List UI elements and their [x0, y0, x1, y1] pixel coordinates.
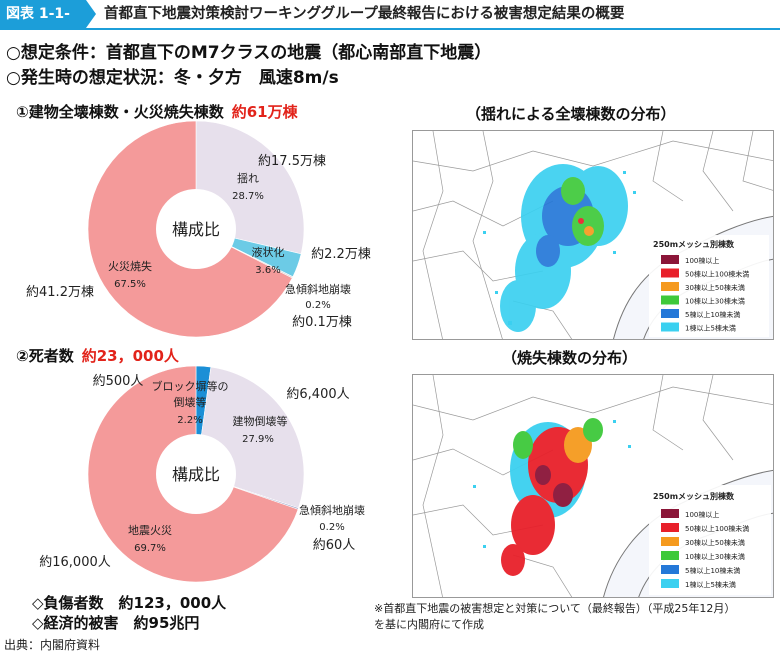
section1-title: ①建物全壊棟数・火災焼失棟数 約61万棟 — [16, 101, 298, 122]
section2-total: 約23，000人 — [81, 347, 179, 365]
map2-title: （焼失棟数の分布） — [502, 349, 638, 367]
legend-label: 50棟以上100棟未満 — [685, 270, 749, 279]
section2-title: ②死者数 約23，000人 — [16, 345, 179, 366]
slice-value: 約41.2万棟 — [26, 285, 94, 300]
section1-label: ①建物全壊棟数・火災焼失棟数 — [16, 103, 224, 121]
legend-label: 1棟以上5棟未満 — [685, 324, 736, 333]
slice-name: 火災焼失 — [108, 260, 152, 273]
legend-swatch — [661, 295, 679, 305]
map1-title: （揺れによる全壊棟数の分布） — [466, 105, 676, 123]
legend-swatch — [661, 309, 679, 318]
slice-value: 約0.1万棟 — [292, 315, 352, 330]
legend-label: 1棟以上5棟未満 — [685, 580, 736, 589]
slice-name: 液状化 — [252, 245, 285, 259]
legend-swatch — [661, 322, 679, 332]
economic-damage: ◇経済的被害 約95兆円 — [32, 614, 200, 632]
center-label: 構成比 — [172, 220, 220, 239]
injured-count: ◇負傷者数 約123，000人 — [32, 594, 227, 612]
slice-name: 地震火災 — [128, 524, 172, 537]
legend-swatch — [661, 537, 679, 546]
note-line-2: を基に内閣府にて作成 — [374, 618, 484, 631]
figure-number: 図表 1-1-55 — [0, 0, 96, 50]
condition-situation: ○発生時の想定状況：冬・夕方 風速8m/s — [6, 68, 339, 88]
legend-swatch — [661, 523, 679, 532]
map1-legend-title: 250mメッシュ別棟数 — [653, 239, 735, 249]
slice-percent: 27.9% — [242, 434, 274, 445]
donut-hole — [156, 189, 236, 269]
legend-label: 100棟以上 — [685, 510, 719, 519]
legend-label: 30棟以上50棟未満 — [685, 283, 745, 292]
slice-percent: 67.5% — [114, 279, 146, 290]
slice-name: 倒壊等 — [174, 395, 207, 409]
figure-title: 首都直下地震対策検討ワーキンググループ最終報告における被害想定結果の概要 — [104, 6, 625, 22]
slice-percent: 2.2% — [177, 415, 202, 426]
shaking-distribution-map: 250mメッシュ別棟数 100棟以上 50棟以上100棟未満 30棟以上50棟未満 1… — [412, 130, 774, 340]
fire-distribution-map: 250mメッシュ別棟数 100棟以上 50棟以上100棟未満 30棟以上50棟未満 1… — [412, 374, 774, 598]
legend-label: 50棟以上100棟未満 — [685, 524, 749, 533]
section2-label: ②死者数 — [16, 347, 74, 365]
slice-name: ブロック塀等の — [152, 379, 229, 393]
note-line-1: ※首都直下地震の被害想定と対策について（最終報告）（平成25年12月） — [374, 602, 736, 615]
slice-value: 約500人 — [93, 374, 144, 389]
slice-value: 約60人 — [313, 538, 356, 553]
legend-swatch — [661, 282, 679, 291]
legend-swatch — [661, 579, 679, 588]
slice-value: 約2.2万棟 — [311, 247, 371, 262]
legend-label: 5棟以上10棟未満 — [685, 566, 740, 575]
legend-label: 5棟以上10棟未満 — [685, 310, 740, 319]
slice-name: 急傾斜地崩壊 — [285, 282, 351, 296]
legend-label: 10棟以上30棟未満 — [685, 552, 745, 561]
figure-header: 図表 1-1-55 首都直下地震対策検討ワーキンググループ最終報告における被害想… — [0, 0, 780, 50]
header-rule — [0, 28, 780, 30]
slice-percent: 28.7% — [232, 191, 264, 202]
map1-graphic: 250mメッシュ別棟数 100棟以上 50棟以上100棟未満 30棟以上50棟未満 1… — [413, 131, 773, 339]
legend-label: 100棟以上 — [685, 256, 719, 265]
map2-legend-title: 250mメッシュ別棟数 — [653, 491, 735, 501]
map2-graphic: 250mメッシュ別棟数 100棟以上 50棟以上100棟未満 30棟以上50棟未満 1… — [413, 375, 773, 597]
donut-hole — [156, 434, 236, 514]
legend-swatch — [661, 551, 679, 560]
slice-percent: 69.7% — [134, 543, 166, 554]
slice-percent: 3.6% — [255, 265, 280, 276]
map2-legend: 250mメッシュ別棟数 100棟以上 50棟以上100棟未満 30棟以上50棟未満 1… — [649, 485, 771, 595]
condition-scenario: ○想定条件：首都直下のM7クラスの地震（都心南部直下地震） — [6, 43, 492, 63]
legend-swatch — [661, 268, 679, 278]
source-credit: 出典：内閣府資料 — [4, 638, 101, 652]
legend-swatch — [661, 565, 679, 574]
slice-value: 約6,400人 — [286, 387, 349, 402]
center-label: 構成比 — [172, 465, 220, 484]
slice-name: 建物倒壊等 — [233, 414, 288, 428]
legend-swatch — [661, 255, 679, 264]
slice-percent: 0.2% — [319, 522, 344, 533]
legend-label: 10棟以上30棟未満 — [685, 297, 745, 306]
slice-value: 約16,000人 — [39, 555, 111, 570]
slice-name: 揺れ — [237, 172, 259, 185]
map1-legend: 250mメッシュ別棟数 100棟以上 50棟以上100棟未満 30棟以上50棟未満 1… — [649, 235, 769, 337]
legend-label: 30棟以上50棟未満 — [685, 538, 745, 547]
slice-name: 急傾斜地崩壊 — [299, 503, 365, 517]
slice-value: 約17.5万棟 — [258, 154, 326, 169]
section1-total: 約61万棟 — [231, 103, 298, 121]
slice-percent: 0.2% — [305, 300, 330, 311]
legend-swatch — [661, 509, 679, 518]
